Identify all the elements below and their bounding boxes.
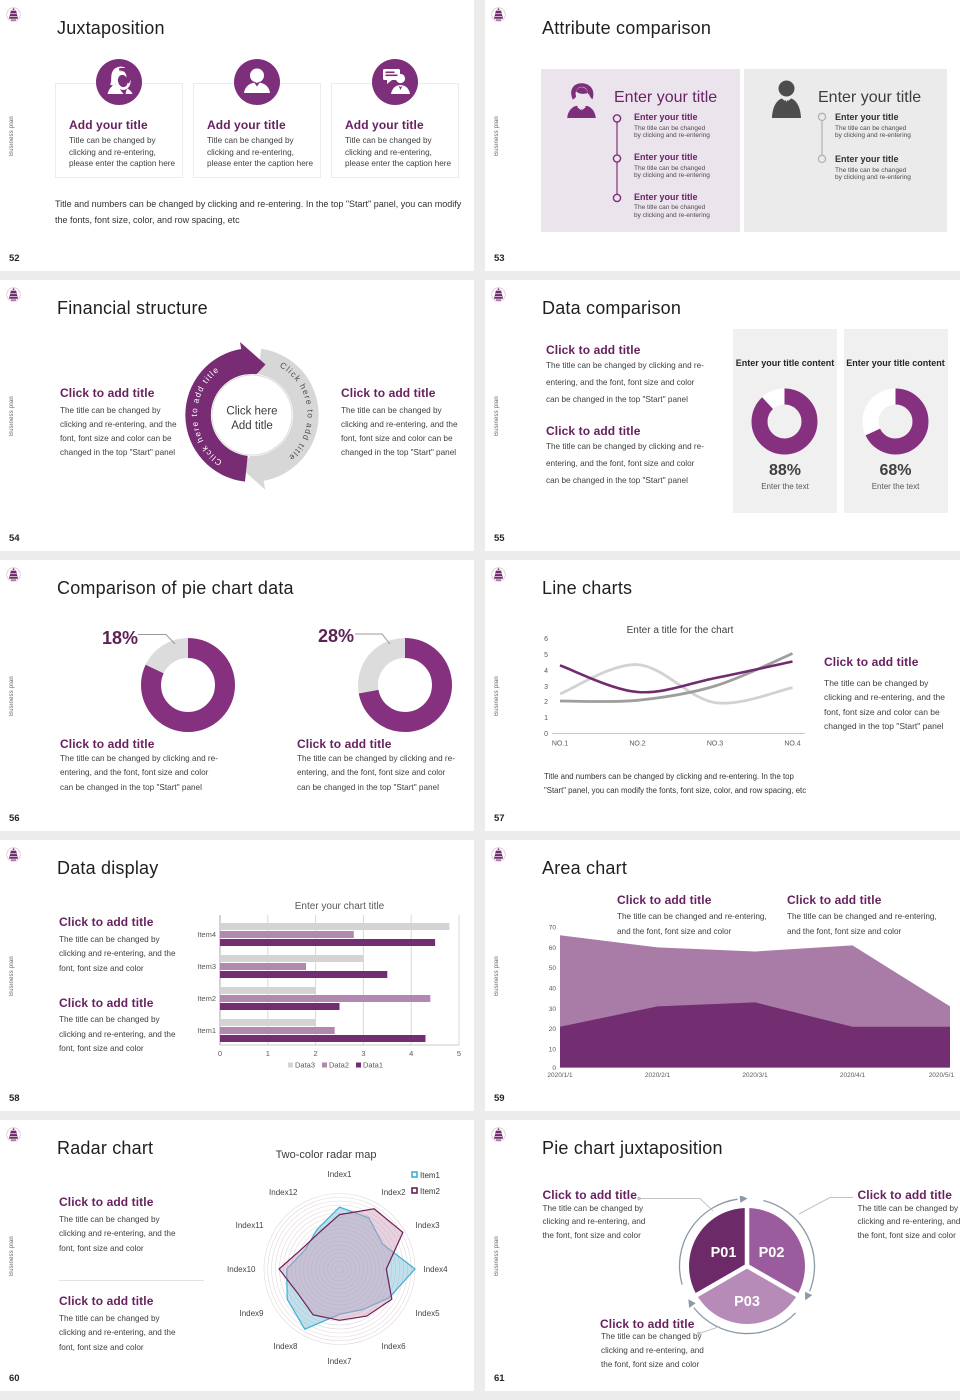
svg-text:Index3: Index3 [416, 1221, 441, 1230]
svg-text:Click here: Click here [226, 406, 277, 418]
svg-text:NO.1: NO.1 [552, 741, 568, 748]
svg-text:Item4: Item4 [197, 930, 216, 939]
svg-text:3: 3 [544, 684, 548, 691]
svg-text:2020/2/1: 2020/2/1 [645, 1072, 671, 1079]
svg-text:4: 4 [409, 1049, 413, 1058]
svg-text:5: 5 [544, 652, 548, 659]
svg-text:4: 4 [544, 668, 548, 675]
svg-text:5: 5 [457, 1049, 461, 1058]
svg-text:20: 20 [549, 1026, 557, 1033]
svg-text:2020/5/1: 2020/5/1 [929, 1072, 955, 1079]
svg-text:1: 1 [544, 715, 548, 722]
svg-text:Index8: Index8 [273, 1342, 298, 1351]
svg-text:70: 70 [549, 925, 557, 932]
svg-text:0: 0 [218, 1049, 222, 1058]
svg-text:Item2: Item2 [420, 1187, 441, 1196]
svg-text:NO.3: NO.3 [707, 741, 723, 748]
svg-text:Index7: Index7 [327, 1357, 352, 1366]
svg-text:2: 2 [314, 1049, 318, 1058]
svg-text:40: 40 [549, 986, 557, 993]
svg-text:Data2: Data2 [329, 1061, 349, 1070]
svg-text:P01: P01 [711, 1245, 737, 1261]
svg-text:Data1: Data1 [363, 1061, 383, 1070]
svg-text:2020/3/1: 2020/3/1 [742, 1072, 768, 1079]
svg-text:Item1: Item1 [420, 1171, 441, 1180]
svg-text:P02: P02 [759, 1245, 785, 1261]
svg-text:1: 1 [266, 1049, 270, 1058]
svg-text:10: 10 [549, 1047, 557, 1054]
svg-text:Item3: Item3 [197, 962, 216, 971]
svg-text:Index9: Index9 [239, 1309, 264, 1318]
svg-text:50: 50 [549, 965, 557, 972]
svg-text:Index10: Index10 [227, 1265, 256, 1274]
svg-text:Item1: Item1 [197, 1026, 216, 1035]
svg-text:Index6: Index6 [382, 1342, 407, 1351]
svg-text:Index4: Index4 [424, 1265, 449, 1274]
svg-text:2: 2 [544, 699, 548, 706]
svg-text:Index5: Index5 [416, 1309, 441, 1318]
svg-text:2020/1/1: 2020/1/1 [547, 1072, 573, 1079]
svg-text:Index2: Index2 [382, 1188, 407, 1197]
svg-text:NO.2: NO.2 [629, 741, 645, 748]
svg-text:Index11: Index11 [236, 1221, 264, 1230]
svg-text:30: 30 [549, 1006, 557, 1013]
svg-text:NO.4: NO.4 [784, 741, 800, 748]
svg-text:Index1: Index1 [327, 1170, 352, 1179]
svg-text:3: 3 [361, 1049, 365, 1058]
svg-text:Index12: Index12 [269, 1188, 298, 1197]
svg-text:0: 0 [552, 1065, 556, 1072]
svg-text:Add title: Add title [231, 420, 273, 432]
svg-text:Item2: Item2 [197, 994, 216, 1003]
svg-text:0: 0 [544, 731, 548, 738]
svg-text:2020/4/1: 2020/4/1 [840, 1072, 866, 1079]
svg-text:Data3: Data3 [295, 1061, 315, 1070]
svg-text:60: 60 [549, 945, 557, 952]
svg-text:P03: P03 [734, 1294, 760, 1310]
svg-text:6: 6 [544, 636, 548, 643]
